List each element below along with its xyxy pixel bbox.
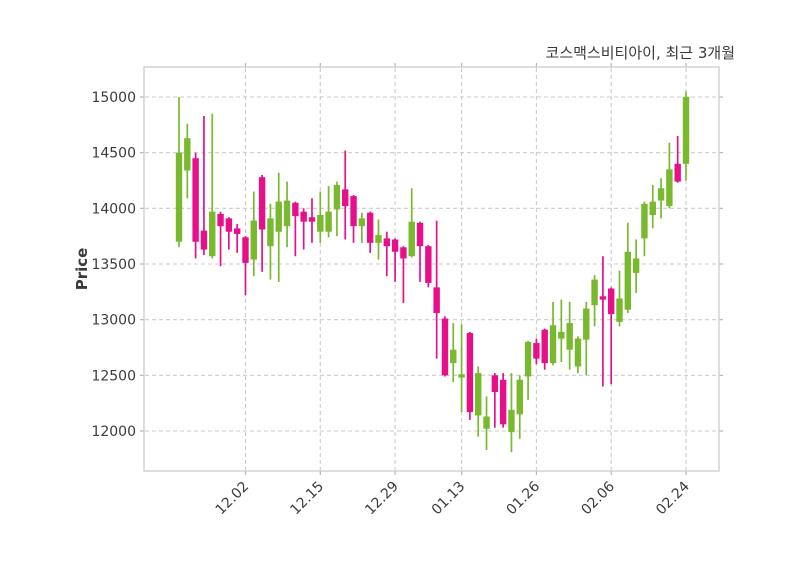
candle-body-up	[317, 215, 324, 232]
candle-body-up	[649, 201, 656, 216]
candle-body-down	[292, 202, 299, 217]
candle-body-down	[383, 238, 390, 247]
candle-body-up	[524, 341, 532, 377]
candle-body-up	[209, 211, 216, 257]
candle-body-down	[416, 222, 424, 247]
candle-body-up	[682, 97, 690, 164]
candle-body-up	[657, 188, 665, 201]
y-axis-label: Price	[73, 247, 91, 291]
candle-body-up	[574, 338, 582, 367]
x-tick-label: 12.02	[213, 479, 253, 519]
candle-body-down	[366, 212, 374, 243]
candle-body-up	[516, 379, 523, 415]
candle-body-up	[583, 308, 590, 340]
candle-body-up	[566, 323, 573, 350]
candle-body-down	[308, 217, 316, 222]
candle-body-down	[499, 379, 507, 425]
candle-body-up	[375, 235, 382, 243]
candle-body-up	[641, 203, 648, 239]
y-tick-label: 14000	[91, 201, 136, 217]
candle-body-down	[192, 158, 199, 242]
y-tick-label: 13500	[91, 257, 136, 273]
candle-body-down	[350, 196, 357, 227]
candle-body-up	[558, 331, 565, 339]
candle-body-up	[666, 169, 673, 207]
plot-border	[143, 66, 720, 472]
candle-body-down	[200, 230, 208, 250]
candle-body-up	[508, 409, 515, 433]
x-tick-label: 01.26	[504, 478, 544, 518]
candle-body-down	[599, 296, 607, 300]
candle-body-down	[342, 189, 349, 207]
candle-body-up	[275, 201, 282, 232]
candle-body-down	[466, 333, 474, 413]
candle-body-down	[391, 239, 399, 252]
candle-body-down	[300, 211, 307, 222]
y-tick-label: 15000	[91, 90, 136, 106]
x-tick-label: 01.13	[429, 479, 469, 519]
candle-body-up	[184, 138, 191, 171]
candle-body-down	[242, 237, 249, 263]
candle-body-up	[458, 374, 465, 378]
candle-body-down	[533, 343, 540, 359]
chart-title: 코스맥스비티아이, 최근 3개월	[545, 44, 735, 62]
candle-body-down	[441, 318, 449, 376]
x-tick-label: 12.15	[287, 479, 327, 519]
candle-body-down	[217, 213, 224, 227]
candle-body-down	[607, 288, 615, 315]
candle-body-down	[491, 375, 499, 393]
x-tick-label: 02.24	[653, 478, 693, 518]
x-tick-label: 02.06	[578, 478, 618, 518]
candle-body-up	[267, 218, 274, 247]
candle-body-down	[233, 228, 241, 234]
candle-body-down	[225, 218, 233, 232]
candle-body-up	[250, 220, 258, 260]
candle-body-up	[632, 258, 640, 273]
candle-body-up	[175, 152, 183, 242]
candle-body-up	[591, 279, 598, 306]
y-tick-label: 14500	[91, 146, 136, 162]
candle-body-up	[483, 416, 490, 429]
candle-body-up	[616, 298, 623, 322]
candle-body-down	[674, 163, 681, 182]
candle-body-up	[333, 184, 341, 210]
candle-body-up	[450, 349, 457, 364]
candle-body-down	[425, 246, 432, 283]
y-tick-label: 12000	[91, 424, 136, 440]
candle-body-up	[408, 221, 415, 257]
candle-body-down	[400, 247, 407, 259]
candle-body-down	[541, 329, 548, 364]
candle-body-down	[433, 287, 440, 313]
x-tick-label: 12.29	[362, 479, 402, 519]
candle-body-up	[325, 211, 332, 232]
candle-body-up	[283, 200, 291, 227]
candle-body-down	[258, 177, 266, 230]
candle-body-up	[549, 325, 557, 364]
candle-body-up	[475, 373, 482, 416]
y-tick-label: 13000	[91, 313, 136, 329]
candle-body-up	[624, 251, 632, 310]
y-tick-label: 12500	[91, 368, 136, 384]
candle-body-up	[358, 218, 366, 227]
